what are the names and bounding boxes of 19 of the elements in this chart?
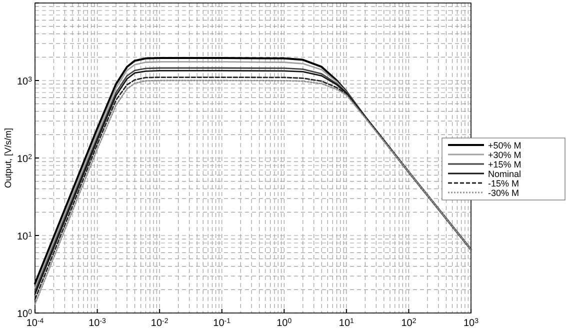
x-tick-label: 10$^{2}$ bbox=[401, 318, 416, 329]
x-tick-label: 10$^{3}$ bbox=[463, 318, 479, 329]
legend-label: -15% M bbox=[488, 178, 520, 188]
legend-label: +15% M bbox=[488, 160, 522, 170]
x-tick-label: 10$^{-1}$ bbox=[213, 318, 231, 329]
y-tick-label: 10$^{3}$ bbox=[16, 76, 32, 88]
y-axis-title: Output, [V/s/m] bbox=[3, 128, 13, 188]
x-tick-label: 10$^{-3}$ bbox=[88, 318, 106, 329]
x-tick-label: 10$^{-2}$ bbox=[150, 318, 168, 329]
x-tick-label: 10$^{-4}$ bbox=[26, 318, 44, 329]
y-tick-label: 10$^{2}$ bbox=[16, 154, 32, 165]
legend-label: +30% M bbox=[488, 150, 522, 160]
legend-label: Nominal bbox=[488, 169, 522, 179]
legend-label: -30% M bbox=[488, 188, 520, 198]
x-tick-label: 10$^{1}$ bbox=[338, 318, 354, 329]
y-tick-label: 10$^{0}$ bbox=[16, 308, 32, 320]
x-tick-label: 10$^{0}$ bbox=[276, 318, 292, 329]
y-tick-label: 10$^{1}$ bbox=[16, 231, 32, 242]
legend-label: +50% M bbox=[488, 140, 522, 150]
